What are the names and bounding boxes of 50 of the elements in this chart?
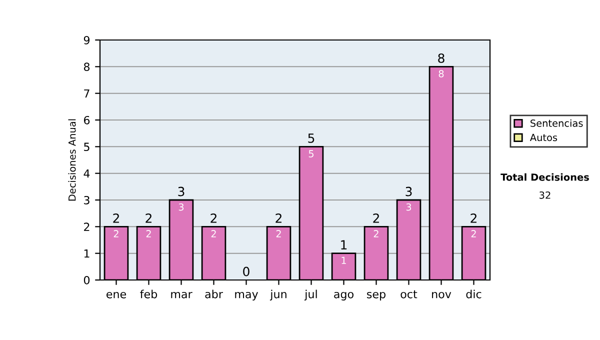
data-label: 5 [308, 150, 314, 158]
y-tick-label: 5 [84, 142, 90, 152]
data-label: 2 [374, 230, 378, 238]
total-label: 2 [373, 213, 379, 223]
x-tick-label: jun [270, 290, 286, 300]
total-label: 3 [178, 186, 184, 196]
y-tick-label: 0 [84, 276, 90, 284]
data-label: 1 [342, 256, 346, 264]
x-tick-label: feb [140, 290, 158, 298]
y-tick-label: 4 [84, 169, 90, 178]
total-label: 2 [210, 213, 216, 223]
data-label: 2 [114, 230, 118, 238]
y-tick-label: 2 [84, 222, 90, 231]
x-tick-label: dic [466, 290, 482, 298]
total-label: 1 [341, 240, 347, 250]
data-label: 8 [438, 70, 444, 78]
x-tick-label: ene [106, 292, 126, 298]
total-label: 3 [406, 186, 412, 196]
x-tick-label: nov [432, 292, 452, 298]
total-label: 2 [470, 213, 476, 223]
total-label: 2 [276, 213, 282, 223]
y-tick-label: 9 [84, 36, 90, 44]
total-label: 8 [438, 53, 444, 63]
total-label: 2 [146, 213, 152, 223]
total-label: 0 [243, 266, 250, 276]
y-tick-label: 8 [84, 62, 90, 72]
y-tick-label: 1 [84, 249, 90, 258]
x-tick-label: sep [367, 292, 386, 300]
x-tick-label: jul [304, 290, 317, 300]
data-label: 2 [146, 230, 151, 238]
data-label: 2 [276, 230, 281, 238]
y-tick-label: 3 [84, 196, 90, 204]
total-label: 2 [113, 213, 119, 223]
legend-label: Sentencias [530, 119, 583, 127]
data-label: 2 [471, 230, 476, 238]
text: Total Decisiones [500, 173, 589, 181]
data-label: 2 [211, 230, 216, 238]
x-tick-label: ago [334, 292, 354, 300]
legend-label: Autos [530, 134, 558, 142]
x-tick-label: abr [205, 290, 223, 298]
total-label: 5 [308, 134, 314, 143]
x-tick-label: mar [171, 292, 192, 298]
y-axis-title: Decisiones Anual [68, 119, 76, 201]
y-tick-label: 6 [84, 116, 90, 124]
x-tick-label: may [235, 292, 258, 300]
y-tick-label: 7 [84, 89, 90, 98]
data-label: 3 [406, 203, 412, 211]
x-tick-label: oct [400, 290, 418, 298]
data-label: 3 [178, 203, 184, 211]
text: 32 [540, 191, 550, 199]
